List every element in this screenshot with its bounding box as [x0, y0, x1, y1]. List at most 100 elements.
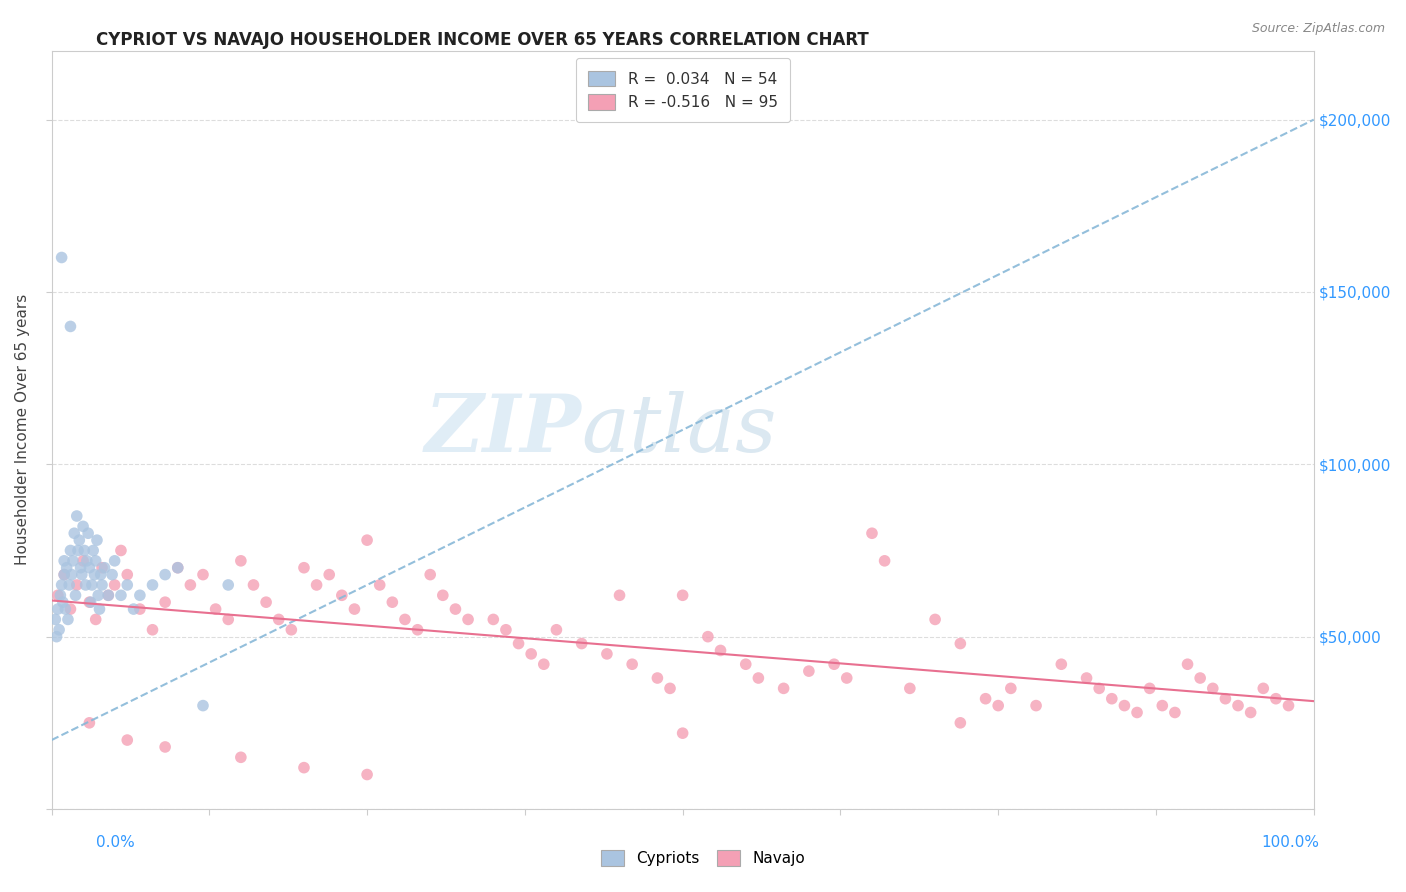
- Point: [110, 543, 132, 558]
- Point: [1177, 657, 1199, 672]
- Point: [621, 657, 644, 672]
- Point: [280, 623, 302, 637]
- Point: [84, 554, 107, 568]
- Point: [48, 623, 70, 637]
- Point: [204, 602, 226, 616]
- Point: [83, 567, 105, 582]
- Point: [797, 664, 820, 678]
- Point: [52, 595, 75, 609]
- Point: [343, 602, 366, 616]
- Point: [229, 554, 252, 568]
- Point: [1000, 681, 1022, 696]
- Point: [60, 567, 83, 582]
- Point: [305, 578, 328, 592]
- Point: [70, 567, 93, 582]
- Point: [873, 554, 896, 568]
- Point: [747, 671, 769, 685]
- Text: 100.0%: 100.0%: [1261, 836, 1319, 850]
- Point: [267, 612, 290, 626]
- Point: [647, 671, 669, 685]
- Point: [217, 578, 239, 592]
- Point: [72, 554, 94, 568]
- Point: [79, 715, 101, 730]
- Text: Source: ZipAtlas.com: Source: ZipAtlas.com: [1251, 22, 1385, 36]
- Point: [58, 578, 80, 592]
- Point: [97, 588, 120, 602]
- Point: [1152, 698, 1174, 713]
- Point: [495, 623, 517, 637]
- Point: [520, 647, 543, 661]
- Point: [59, 543, 82, 558]
- Point: [84, 612, 107, 626]
- Point: [166, 560, 188, 574]
- Point: [191, 567, 214, 582]
- Point: [419, 567, 441, 582]
- Point: [117, 578, 139, 592]
- Point: [444, 602, 467, 616]
- Point: [254, 595, 277, 609]
- Point: [949, 715, 972, 730]
- Point: [59, 602, 82, 616]
- Point: [59, 319, 82, 334]
- Point: [104, 578, 127, 592]
- Point: [53, 567, 76, 582]
- Point: [1277, 698, 1299, 713]
- Point: [924, 612, 946, 626]
- Point: [1189, 671, 1212, 685]
- Point: [546, 623, 568, 637]
- Point: [835, 671, 858, 685]
- Point: [823, 657, 845, 672]
- Point: [79, 595, 101, 609]
- Point: [91, 560, 114, 574]
- Point: [79, 560, 101, 574]
- Point: [734, 657, 756, 672]
- Point: [117, 567, 139, 582]
- Point: [533, 657, 555, 672]
- Legend: R =  0.034   N = 54, R = -0.516   N = 95: R = 0.034 N = 54, R = -0.516 N = 95: [575, 58, 790, 122]
- Point: [381, 595, 404, 609]
- Point: [141, 623, 163, 637]
- Point: [292, 761, 315, 775]
- Point: [432, 588, 454, 602]
- Point: [571, 636, 593, 650]
- Point: [394, 612, 416, 626]
- Point: [153, 595, 176, 609]
- Point: [482, 612, 505, 626]
- Point: [672, 588, 695, 602]
- Point: [153, 567, 176, 582]
- Text: ZIP: ZIP: [425, 391, 582, 468]
- Point: [1227, 698, 1250, 713]
- Point: [318, 567, 340, 582]
- Point: [974, 691, 997, 706]
- Point: [72, 519, 94, 533]
- Point: [45, 630, 67, 644]
- Point: [55, 602, 77, 616]
- Point: [898, 681, 921, 696]
- Point: [51, 251, 73, 265]
- Point: [77, 526, 100, 541]
- Point: [292, 560, 315, 574]
- Point: [1050, 657, 1073, 672]
- Point: [356, 767, 378, 781]
- Point: [76, 554, 98, 568]
- Point: [368, 578, 391, 592]
- Point: [191, 698, 214, 713]
- Point: [1139, 681, 1161, 696]
- Point: [1264, 691, 1286, 706]
- Point: [860, 526, 883, 541]
- Point: [609, 588, 631, 602]
- Legend: Cypriots, Navajo: Cypriots, Navajo: [593, 842, 813, 873]
- Point: [91, 578, 114, 592]
- Point: [1114, 698, 1136, 713]
- Point: [1025, 698, 1047, 713]
- Point: [122, 602, 145, 616]
- Point: [53, 567, 76, 582]
- Point: [51, 578, 73, 592]
- Point: [330, 588, 353, 602]
- Point: [229, 750, 252, 764]
- Point: [53, 554, 76, 568]
- Point: [93, 560, 115, 574]
- Point: [659, 681, 682, 696]
- Point: [55, 560, 77, 574]
- Point: [69, 560, 91, 574]
